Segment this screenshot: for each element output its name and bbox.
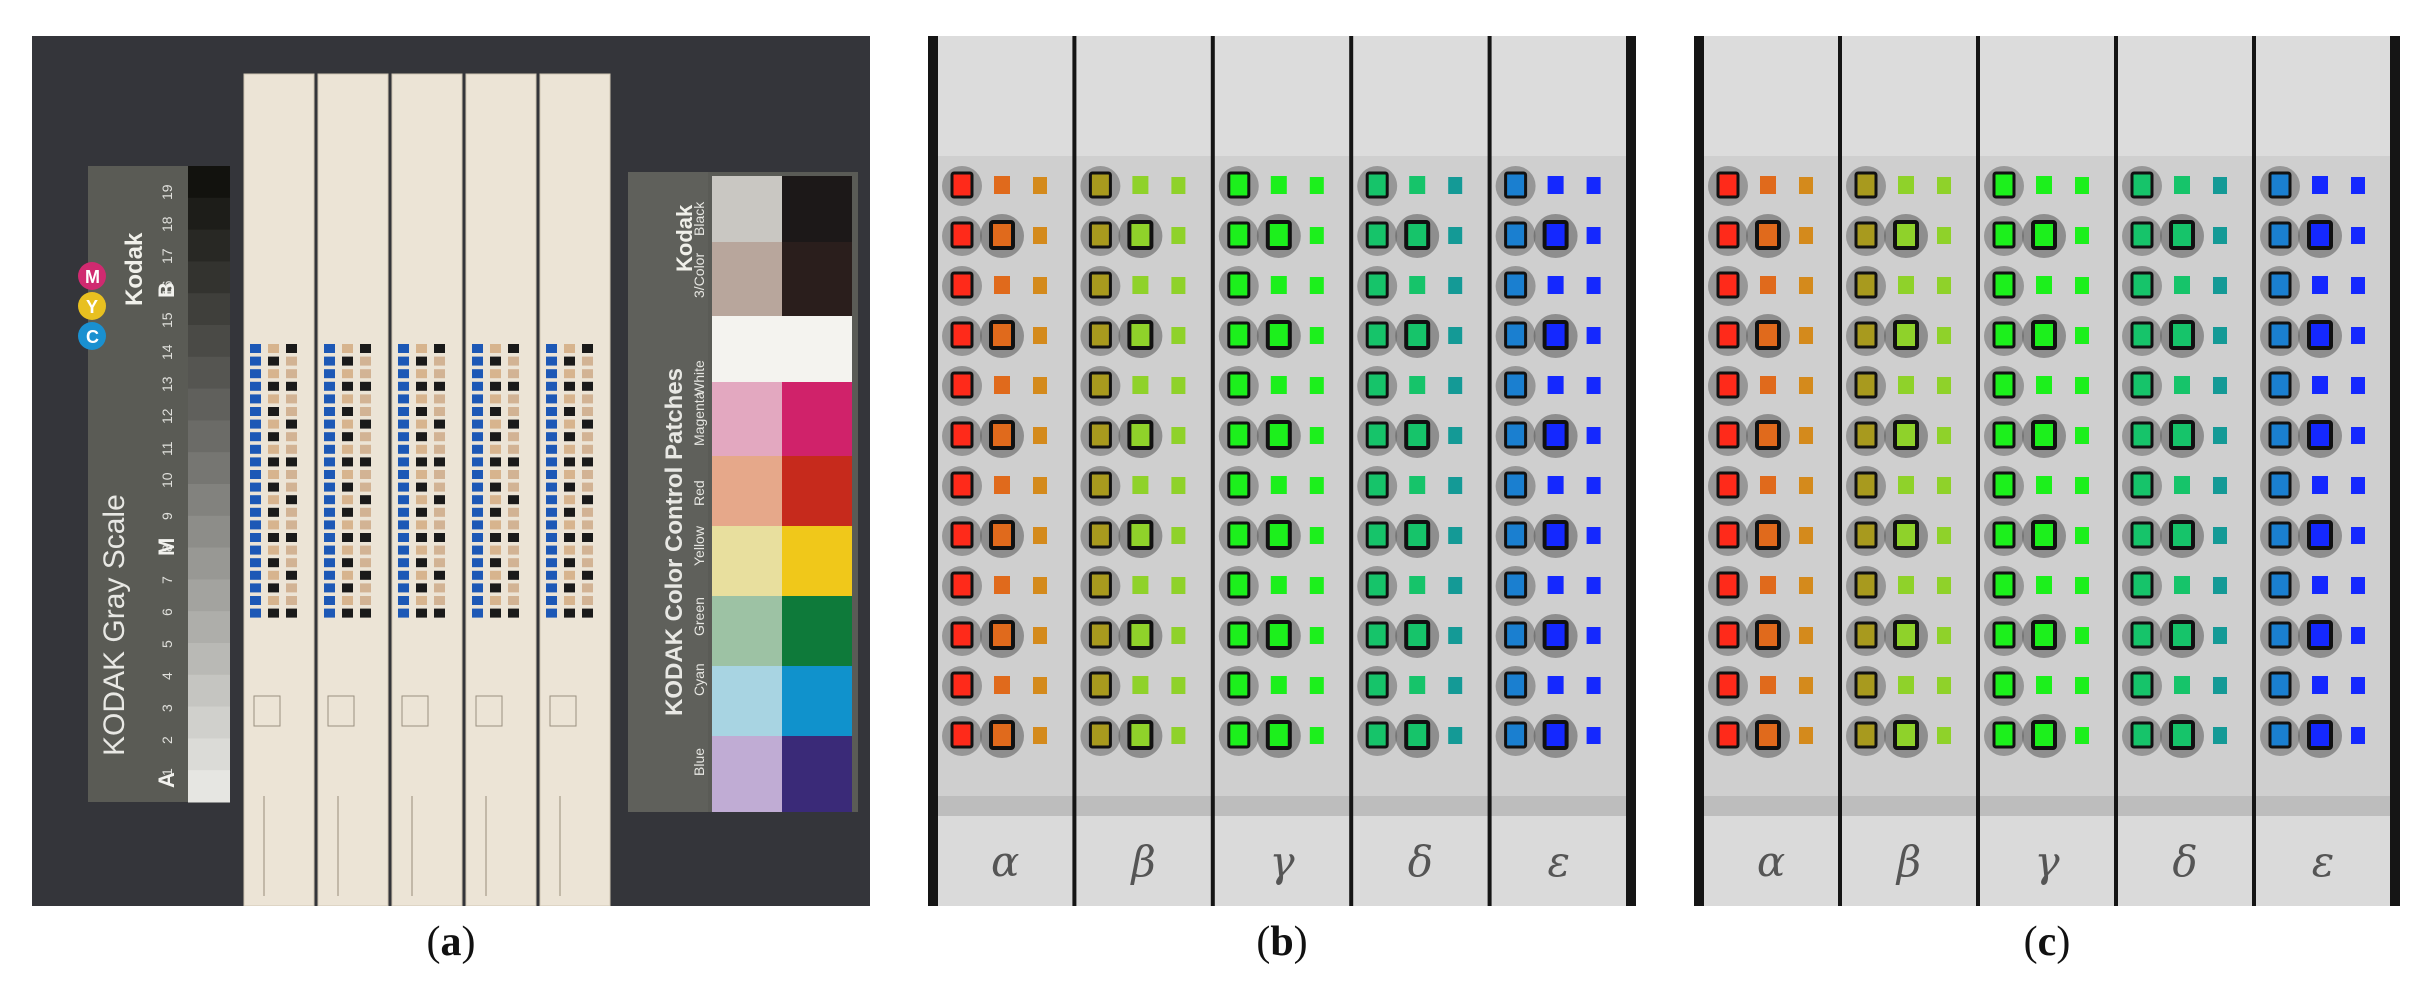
panel-c-plate: α β γ δ ε (1694, 36, 2400, 906)
svg-text:Green: Green (691, 597, 707, 636)
svg-text:11: 11 (159, 441, 175, 456)
caption-b: (b) (1256, 919, 1308, 965)
strip-letter-label: ε (1548, 837, 1571, 886)
svg-text:Black: Black (691, 201, 707, 236)
strip-letter-label: γ (1269, 837, 1295, 886)
svg-text:Blue: Blue (691, 748, 707, 776)
svg-text:17: 17 (159, 248, 175, 264)
svg-text:15: 15 (159, 312, 175, 328)
strip-letter-label: δ (1408, 837, 1433, 886)
kodak-gray-scale-card: KODAK Gray Scale Kodak 12345678910111213… (78, 166, 230, 803)
paper-strips (243, 73, 611, 906)
svg-text:9: 9 (159, 512, 175, 520)
svg-text:13: 13 (159, 376, 175, 392)
strip-letter-label: β (1129, 837, 1155, 886)
strip-letter-label: δ (2172, 837, 2197, 886)
strip-letter-label: α (991, 837, 1019, 886)
svg-text:5: 5 (159, 640, 175, 648)
plate-strip: γ (1980, 36, 2114, 906)
svg-text:White: White (691, 360, 707, 396)
gray-scale-title: KODAK Gray Scale (98, 494, 131, 756)
plate-strip: α (938, 36, 1073, 906)
strip-letter-label: β (1895, 837, 1921, 886)
gray-scale-brand: Kodak (121, 232, 148, 306)
svg-text:8: 8 (159, 544, 175, 552)
strip-letter-label: ε (2312, 837, 2335, 886)
svg-text:Yellow: Yellow (691, 525, 707, 566)
svg-text:Y: Y (86, 297, 98, 317)
plate-strip: β (1076, 36, 1211, 906)
svg-text:M: M (154, 538, 179, 556)
plate-strip: ε (1491, 36, 1626, 906)
svg-text:7: 7 (159, 576, 175, 584)
svg-text:14: 14 (159, 344, 175, 360)
svg-text:B: B (154, 282, 179, 298)
kodak-color-patches-card: KODAK Color Control Patches Kodak Blue Cy… (628, 172, 858, 812)
svg-text:10: 10 (159, 472, 175, 488)
svg-text:12: 12 (159, 408, 175, 424)
svg-text:4: 4 (159, 672, 175, 680)
plate-strip: β (1842, 36, 1976, 906)
caption-c: (c) (2023, 919, 2071, 965)
svg-text:Magenta: Magenta (691, 391, 707, 446)
svg-text:C: C (86, 327, 99, 347)
svg-text:A: A (154, 772, 179, 788)
strip-letter-label: α (1757, 837, 1785, 886)
plate-strip: δ (1353, 36, 1488, 906)
color-patches-title: KODAK Color Control Patches (661, 368, 688, 716)
plate-strip: γ (1214, 36, 1350, 906)
svg-text:16: 16 (159, 280, 175, 296)
cym-m-icon (78, 262, 106, 290)
svg-text:19: 19 (159, 184, 175, 200)
svg-text:1: 1 (159, 768, 175, 776)
svg-text:2: 2 (159, 736, 175, 744)
strip-letter-label: γ (2034, 837, 2060, 886)
panel-a-photo: KODAK Gray Scale Kodak 1 2 3 4 5 6 7 8 9 10 11 12 13… (32, 36, 870, 906)
cym-c-icon (78, 322, 106, 350)
svg-text:M: M (85, 267, 100, 287)
plate-strip: ε (2256, 36, 2390, 906)
plate-strip: α (1704, 36, 1838, 906)
svg-text:6: 6 (159, 608, 175, 616)
plate-strip: δ (2118, 36, 2252, 906)
svg-text:18: 18 (159, 216, 175, 232)
svg-text:3: 3 (159, 704, 175, 712)
caption-a: (a) (426, 919, 476, 965)
panel-b-plate: α β γ δ ε (928, 36, 1636, 906)
svg-text:Cyan: Cyan (691, 663, 707, 696)
color-patches-brand: Kodak (672, 204, 697, 272)
cym-y-icon (78, 292, 106, 320)
svg-text:Red: Red (691, 480, 707, 506)
svg-text:3/Color: 3/Color (691, 253, 707, 298)
